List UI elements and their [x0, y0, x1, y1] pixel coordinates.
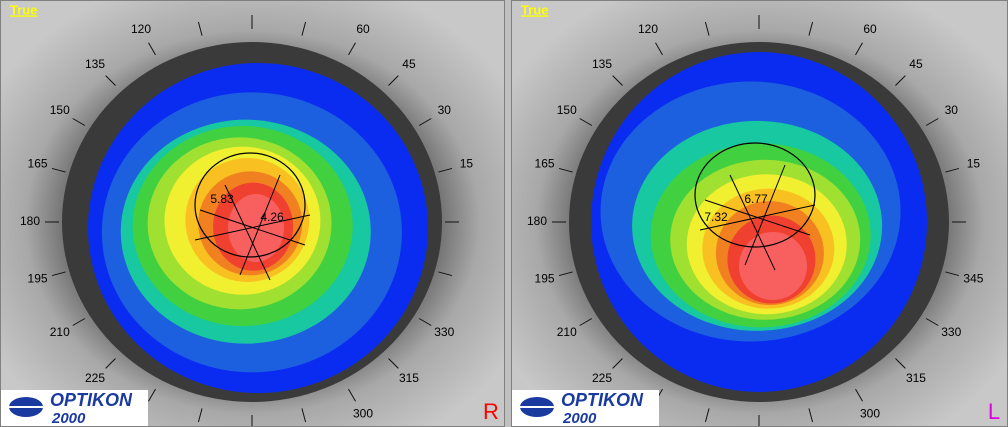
topography-screen: 120 60 135 45 150 30 165 15 180 195 210 330 225 315 30… — [0, 0, 1008, 427]
angle-label: 15 — [460, 157, 474, 171]
angle-label: 60 — [863, 22, 877, 36]
angle-label: 315 — [399, 371, 419, 385]
angle-label: 165 — [535, 157, 555, 171]
mode-label: True — [521, 2, 548, 17]
k-reading: 4.26 — [260, 210, 284, 224]
angle-label: 330 — [941, 325, 961, 339]
angle-label: 135 — [85, 57, 105, 71]
k-reading: 7.32 — [704, 210, 728, 224]
angle-label: 330 — [434, 325, 454, 339]
angle-label: 315 — [906, 371, 926, 385]
logo-name: OPTIKON — [50, 390, 133, 410]
angle-label: 60 — [356, 22, 370, 36]
angle-label: 225 — [85, 371, 105, 385]
angle-label: 120 — [638, 22, 658, 36]
angle-label: 225 — [592, 371, 612, 385]
angle-label: 15 — [967, 157, 981, 171]
eye-side: L — [988, 399, 1000, 424]
angle-label: 195 — [28, 272, 48, 286]
angle-label: 180 — [20, 214, 40, 228]
logo-name: OPTIKON — [561, 390, 644, 410]
angle-label: 300 — [353, 406, 373, 420]
angle-label: 150 — [50, 103, 70, 117]
eye-side: R — [483, 399, 499, 424]
angle-label: 345 — [963, 272, 983, 286]
angle-label: 135 — [592, 57, 612, 71]
topography-panel: 120 60 135 45 150 30 165 15 180 195 210 330 225 315 30… — [0, 0, 505, 427]
angle-label: 210 — [557, 325, 577, 339]
logo-year: 2000 — [51, 410, 86, 427]
angle-label: 45 — [909, 57, 923, 71]
angle-label: 120 — [131, 22, 151, 36]
k-reading: 5.83 — [210, 192, 234, 206]
angle-label: 180 — [527, 214, 547, 228]
angle-label: 45 — [402, 57, 416, 71]
angle-label: 150 — [557, 103, 577, 117]
angle-label: 195 — [535, 272, 555, 286]
logo-year: 2000 — [562, 410, 597, 427]
angle-label: 30 — [945, 103, 959, 117]
angle-label: 210 — [50, 325, 70, 339]
mode-label: True — [10, 2, 37, 17]
angle-label: 165 — [28, 157, 48, 171]
angle-label: 30 — [438, 103, 452, 117]
k-reading: 6.77 — [744, 192, 768, 206]
topography-panel: 120 60 135 45 150 30 165 15 180 195 345 210 330 225 31… — [511, 0, 1008, 427]
angle-label: 300 — [860, 406, 880, 420]
